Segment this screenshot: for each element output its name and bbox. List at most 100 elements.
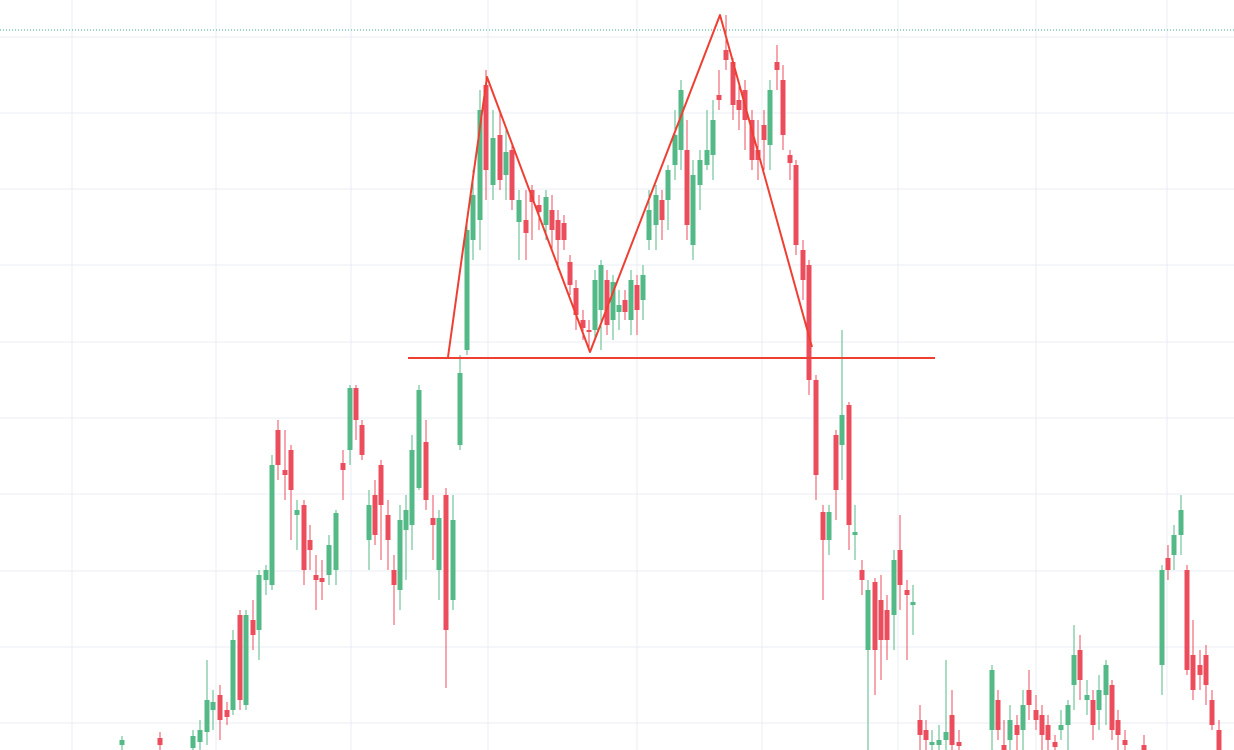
candle-body [423, 442, 429, 500]
candle-body [470, 195, 476, 240]
candle-body [917, 720, 923, 735]
candle-body [340, 463, 346, 470]
candle-body [833, 435, 839, 490]
candle-body [436, 518, 442, 570]
candle-body [598, 265, 604, 310]
candle-body [397, 520, 403, 590]
candle-body [523, 220, 529, 233]
candle-body [1141, 745, 1147, 750]
candle-body [294, 510, 300, 515]
candle-body [573, 288, 579, 315]
candle-body [1178, 510, 1184, 535]
candle-body [820, 512, 826, 540]
candle-body [956, 742, 962, 746]
candle-body [256, 575, 262, 630]
candle-body [787, 155, 793, 163]
candle-body [1071, 655, 1077, 685]
candle-body [378, 465, 384, 505]
candle-body [269, 465, 275, 585]
candle-body [872, 582, 878, 650]
candle-body [224, 710, 230, 717]
candle-body [416, 390, 422, 488]
candle-body [353, 388, 359, 420]
candle-body [904, 590, 910, 595]
candle-body [443, 495, 449, 630]
candle-body [366, 505, 372, 540]
candle-body [1096, 690, 1102, 710]
candle-body [263, 570, 269, 580]
candle-body [450, 520, 456, 600]
candle-body [653, 195, 659, 225]
candle-body [780, 80, 786, 135]
candle-body [761, 125, 767, 140]
candle-body [157, 738, 163, 745]
candle-body [923, 730, 929, 740]
candle-body [1216, 730, 1222, 750]
candle-body [989, 670, 995, 730]
candle-body [430, 518, 436, 525]
candle-body [767, 90, 773, 145]
candle-body [1115, 720, 1121, 735]
candle-body [1020, 705, 1026, 730]
candle-body [1209, 700, 1215, 725]
candle-body [1033, 710, 1039, 720]
candle-body [275, 430, 281, 465]
candle-body [665, 170, 671, 200]
candle-body [333, 513, 339, 570]
candle-body [839, 415, 845, 445]
candle-body [878, 600, 884, 640]
candle-body [826, 512, 832, 540]
candle-body [516, 200, 522, 222]
candle-body [190, 736, 196, 748]
candle-body [736, 100, 742, 110]
candle-body [622, 300, 628, 312]
candle-body [403, 510, 409, 530]
candle-body [943, 732, 949, 740]
candle-body [483, 85, 489, 170]
candle-body [197, 730, 203, 742]
candle-body [237, 615, 243, 700]
candle-body [659, 200, 665, 220]
candle-body [710, 120, 716, 155]
candle-body [543, 197, 549, 225]
candle-body [307, 540, 313, 550]
candle-body [1001, 745, 1007, 750]
candle-body [372, 495, 378, 535]
candle-body [477, 110, 483, 220]
candle-body [313, 575, 319, 580]
candle-body [865, 590, 871, 650]
candle-body [749, 120, 755, 160]
candle-body [347, 388, 353, 450]
candle-body [690, 175, 696, 245]
candle-body [995, 700, 1001, 730]
candle-body [561, 223, 567, 240]
candle-body [243, 615, 249, 705]
candle-body [301, 505, 307, 570]
candle-body [119, 740, 125, 745]
candle-body [391, 570, 397, 585]
candle-body [217, 695, 223, 720]
candle-body [949, 715, 955, 745]
candle-body [385, 515, 391, 540]
candle-body [723, 50, 729, 60]
candle-body [1007, 720, 1013, 740]
candle-body [774, 62, 780, 70]
candle-body [1184, 570, 1190, 670]
candle-body [697, 160, 703, 185]
candle-body [210, 702, 216, 710]
candle-body [813, 380, 819, 475]
candle-body [672, 135, 678, 165]
candle-body [929, 742, 935, 745]
candle-body [616, 305, 622, 312]
candle-body [1045, 725, 1051, 740]
candle-body [464, 230, 470, 350]
candle-body [555, 220, 561, 240]
candle-body [503, 152, 509, 175]
candle-body [910, 602, 916, 605]
candle-body [678, 90, 684, 150]
candles [119, 15, 1222, 750]
drawings [0, 14, 1234, 359]
candle-body [580, 320, 586, 328]
candle-body [1084, 695, 1090, 700]
candle-body [490, 138, 496, 185]
